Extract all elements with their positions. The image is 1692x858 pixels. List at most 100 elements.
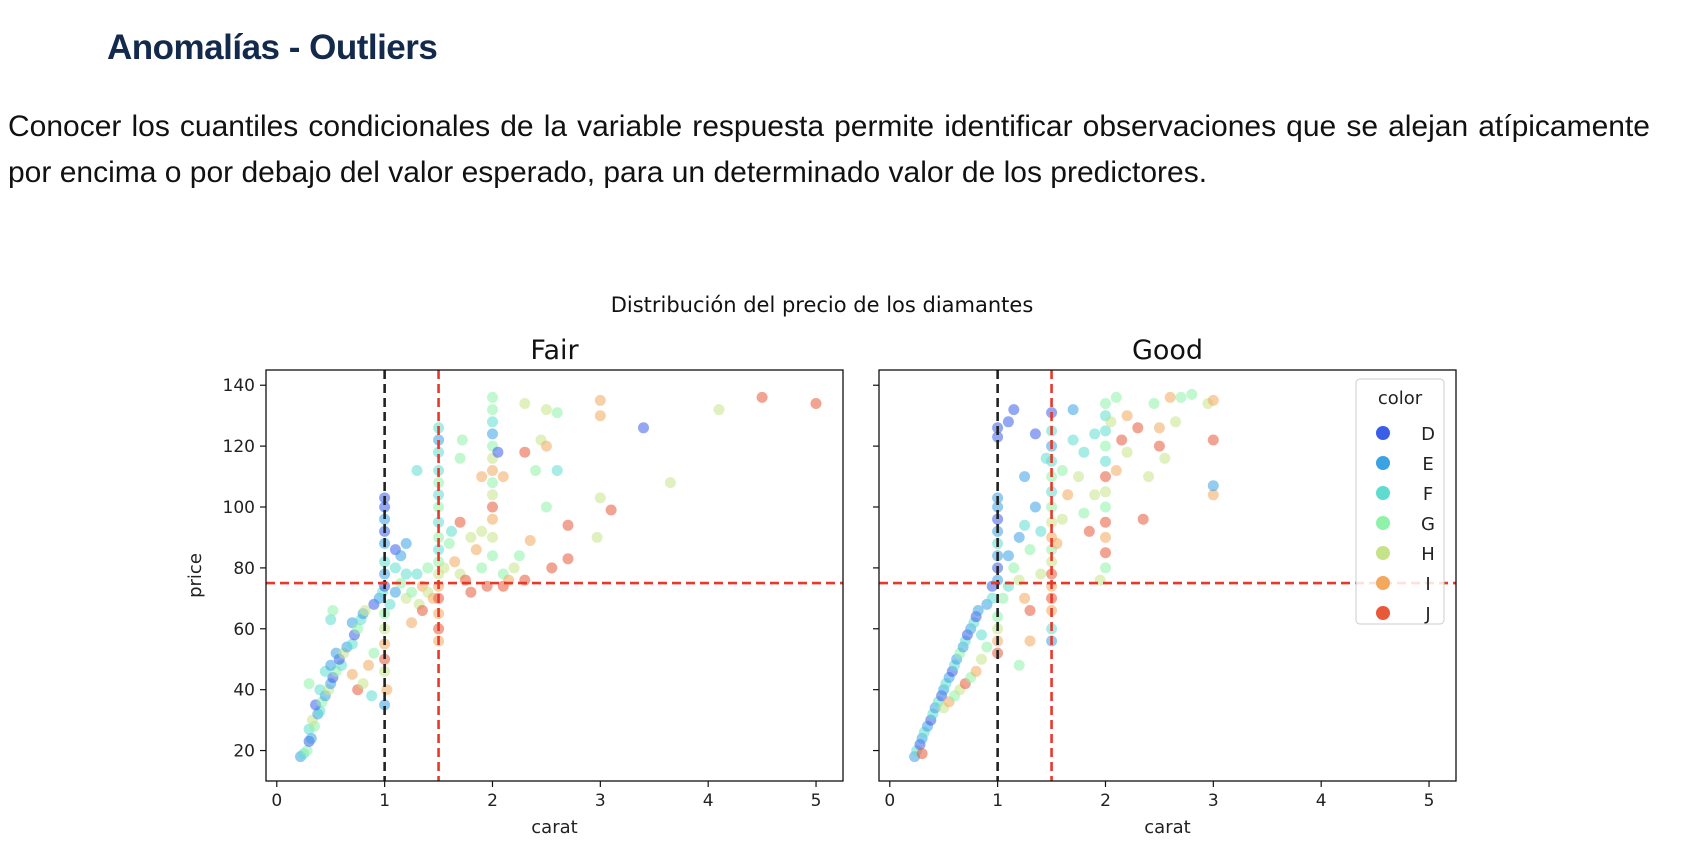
data-point: [713, 404, 725, 416]
data-point: [438, 562, 450, 574]
data-point: [487, 428, 498, 440]
plot-frame: [265, 369, 844, 782]
data-point: [1067, 434, 1079, 446]
data-point: [1083, 525, 1095, 537]
data-point: [476, 562, 488, 574]
y-tick-label: 20: [233, 742, 255, 762]
data-point: [1078, 446, 1090, 458]
data-point: [1100, 486, 1111, 498]
data-point: [1008, 404, 1020, 416]
data-point: [487, 404, 498, 416]
data-point: [1046, 516, 1058, 528]
data-point: [1056, 465, 1068, 476]
data-point: [487, 501, 498, 513]
data-point: [1078, 507, 1090, 519]
x-tick-label: 5: [1424, 791, 1435, 811]
panel-title: Fair: [530, 335, 579, 366]
y-axis-label: price: [185, 553, 206, 598]
data-point: [487, 489, 498, 501]
data-point: [1159, 452, 1171, 464]
data-point: [1207, 480, 1219, 492]
panel-title: Good: [1132, 335, 1203, 366]
data-point: [1100, 425, 1111, 437]
data-point: [970, 665, 982, 677]
data-point: [546, 562, 558, 574]
data-point: [1100, 501, 1111, 513]
data-point: [1121, 446, 1133, 458]
legend-label-j: J: [1424, 604, 1430, 625]
data-point: [497, 471, 509, 483]
data-point: [492, 446, 504, 458]
data-point: [519, 398, 531, 409]
data-point: [986, 592, 998, 604]
legend-box: [1355, 378, 1445, 625]
data-point: [1035, 525, 1047, 537]
data-point: [562, 553, 574, 565]
data-point: [395, 550, 407, 562]
legend-marker-e: [1376, 456, 1390, 470]
data-point: [487, 465, 498, 476]
data-point: [487, 416, 498, 428]
legend-title: color: [1378, 388, 1423, 409]
data-points: [909, 388, 1219, 763]
y-tick-label: 80: [233, 559, 255, 579]
data-point: [1110, 465, 1122, 476]
legend-label-g: G: [1421, 514, 1435, 535]
data-point: [1175, 391, 1187, 403]
data-point: [379, 513, 391, 525]
data-point: [594, 492, 606, 504]
data-point: [381, 684, 393, 696]
data-point: [406, 617, 418, 629]
data-point: [530, 465, 542, 476]
data-point: [540, 404, 552, 416]
x-tick-label: 3: [1208, 791, 1219, 811]
data-point: [456, 434, 468, 446]
data-point: [446, 525, 457, 537]
data-point: [470, 544, 482, 556]
data-point: [406, 586, 418, 598]
panel-fair: Fair 0 1 2 3 4 5 carat 20 40 60 80 100 120 140 price: [185, 335, 844, 838]
data-point: [1056, 513, 1068, 525]
data-point: [389, 562, 401, 574]
data-point: [476, 525, 488, 537]
data-points: [295, 391, 822, 763]
data-point: [454, 452, 466, 464]
data-point: [513, 550, 525, 562]
data-point: [346, 668, 358, 680]
x-tick-label: 2: [1100, 791, 1111, 811]
data-point: [400, 538, 412, 549]
data-point: [433, 544, 445, 556]
legend-marker-f: [1376, 486, 1390, 500]
data-point: [1002, 550, 1014, 562]
data-point: [357, 678, 369, 690]
data-point: [422, 562, 434, 574]
data-point: [1008, 562, 1020, 574]
data-point: [1019, 471, 1031, 483]
data-point: [1024, 605, 1036, 616]
data-point: [591, 531, 603, 543]
data-point: [916, 748, 928, 760]
data-point: [449, 556, 461, 568]
data-point: [433, 501, 445, 513]
data-point: [366, 690, 378, 702]
data-point: [1110, 391, 1122, 403]
data-point: [400, 568, 412, 580]
data-point: [664, 477, 676, 489]
data-point: [638, 422, 649, 434]
data-point: [1170, 416, 1182, 428]
y-tick-label: 140: [223, 376, 255, 396]
data-point: [1046, 486, 1058, 498]
legend-marker-i: [1376, 576, 1390, 590]
data-point: [1153, 422, 1165, 434]
data-point: [1132, 422, 1144, 434]
data-point: [519, 446, 531, 458]
data-point: [1073, 471, 1084, 483]
legend-label-f: F: [1423, 484, 1433, 505]
data-point: [1029, 428, 1041, 440]
data-point: [433, 516, 445, 528]
data-point: [1186, 388, 1198, 400]
data-point: [443, 538, 455, 549]
